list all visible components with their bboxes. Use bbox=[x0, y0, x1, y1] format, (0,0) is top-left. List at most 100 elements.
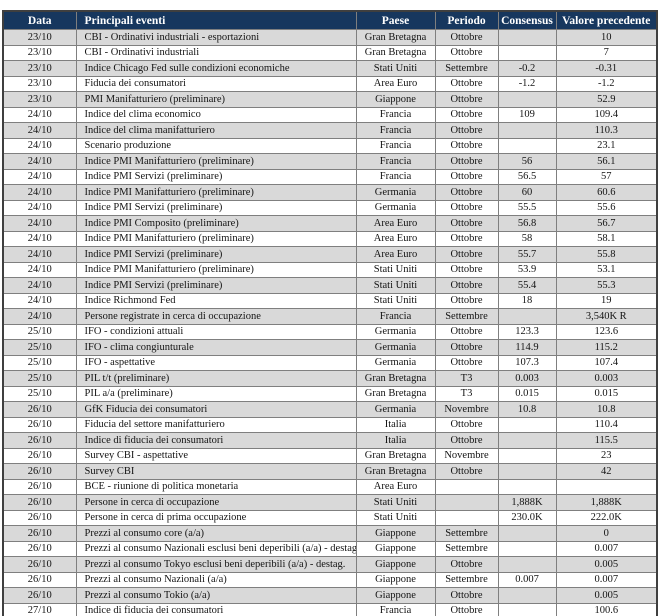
header-row: Data Principali eventi Paese Periodo Con… bbox=[2, 10, 658, 30]
event-cell: Scenario produzione bbox=[75, 137, 357, 154]
previous-value-cell: 1,888K bbox=[555, 494, 658, 511]
event-cell: Indice Chicago Fed sulle condizioni econ… bbox=[75, 60, 357, 77]
table-row: 24/10 Persone registrate in cerca di occ… bbox=[2, 308, 658, 325]
previous-value-cell: 109.4 bbox=[555, 106, 658, 123]
country-cell: Germania bbox=[355, 401, 436, 418]
period-cell: Ottobre bbox=[434, 556, 499, 573]
consensus-cell bbox=[497, 432, 557, 449]
country-cell: Germania bbox=[355, 354, 436, 371]
column-header-previous-value: Valore precedente bbox=[555, 10, 658, 30]
event-cell: Indice di fiducia dei consumatori bbox=[75, 602, 357, 616]
period-cell: Settembre bbox=[434, 540, 499, 557]
table-row: 26/10 Prezzi al consumo Tokio (a/a) Giap… bbox=[2, 587, 658, 604]
event-cell: Indice PMI Manifatturiero (preliminare) bbox=[75, 261, 357, 278]
previous-value-cell: 115.5 bbox=[555, 432, 658, 449]
table-row: 25/10 IFO - condizioni attuali Germania … bbox=[2, 323, 658, 340]
country-cell: Italia bbox=[355, 416, 436, 433]
column-header-period: Periodo bbox=[434, 10, 499, 30]
event-cell: Indice PMI Servizi (preliminare) bbox=[75, 199, 357, 216]
country-cell: Gran Bretagna bbox=[355, 29, 436, 46]
consensus-cell: 109 bbox=[497, 106, 557, 123]
country-cell: Area Euro bbox=[355, 230, 436, 247]
period-cell: Ottobre bbox=[434, 153, 499, 170]
date-cell: 24/10 bbox=[2, 122, 77, 139]
date-cell: 25/10 bbox=[2, 323, 77, 340]
consensus-cell: 1,888K bbox=[497, 494, 557, 511]
previous-value-cell: 0 bbox=[555, 525, 658, 542]
date-cell: 27/10 bbox=[2, 602, 77, 616]
previous-value-cell: 0.007 bbox=[555, 540, 658, 557]
date-cell: 26/10 bbox=[2, 509, 77, 526]
date-cell: 24/10 bbox=[2, 230, 77, 247]
previous-value-cell: 42 bbox=[555, 463, 658, 480]
date-cell: 26/10 bbox=[2, 525, 77, 542]
period-cell: Ottobre bbox=[434, 215, 499, 232]
event-cell: Persone in cerca di prima occupazione bbox=[75, 509, 357, 526]
table-row: 25/10 IFO - clima congiunturale Germania… bbox=[2, 339, 658, 356]
event-cell: Indice PMI Manifatturiero (preliminare) bbox=[75, 153, 357, 170]
country-cell: Stati Uniti bbox=[355, 509, 436, 526]
event-cell: Indice PMI Manifatturiero (preliminare) bbox=[75, 230, 357, 247]
event-cell: Prezzi al consumo Tokyo esclusi beni dep… bbox=[75, 556, 357, 573]
table-row: 24/10 Indice PMI Manifatturiero (prelimi… bbox=[2, 184, 658, 201]
consensus-cell: 58 bbox=[497, 230, 557, 247]
event-cell: Survey CBI bbox=[75, 463, 357, 480]
date-cell: 24/10 bbox=[2, 106, 77, 123]
period-cell: Ottobre bbox=[434, 106, 499, 123]
consensus-cell bbox=[497, 137, 557, 154]
table-body: 23/10 CBI - Ordinativi industriali - esp… bbox=[2, 29, 658, 616]
table-row: 25/10 PIL t/t (preliminare) Gran Bretagn… bbox=[2, 370, 658, 387]
country-cell: Francia bbox=[355, 106, 436, 123]
country-cell: Area Euro bbox=[355, 75, 436, 92]
date-cell: 24/10 bbox=[2, 153, 77, 170]
consensus-cell bbox=[497, 122, 557, 139]
period-cell: Ottobre bbox=[434, 29, 499, 46]
period-cell: Ottobre bbox=[434, 246, 499, 263]
table-row: 23/10 Fiducia dei consumatori Area Euro … bbox=[2, 75, 658, 92]
column-header-consensus: Consensus bbox=[497, 10, 557, 30]
period-cell: Ottobre bbox=[434, 277, 499, 294]
country-cell: Area Euro bbox=[355, 215, 436, 232]
event-cell: Prezzi al consumo Nazionali (a/a) bbox=[75, 571, 357, 588]
country-cell: Gran Bretagna bbox=[355, 44, 436, 61]
consensus-cell: 55.4 bbox=[497, 277, 557, 294]
previous-value-cell: 19 bbox=[555, 292, 658, 309]
previous-value-cell: 0.005 bbox=[555, 587, 658, 604]
previous-value-cell: 0.007 bbox=[555, 571, 658, 588]
date-cell: 26/10 bbox=[2, 416, 77, 433]
period-cell: T3 bbox=[434, 385, 499, 402]
period-cell: Ottobre bbox=[434, 122, 499, 139]
period-cell: Ottobre bbox=[434, 199, 499, 216]
table-row: 24/10 Scenario produzione Francia Ottobr… bbox=[2, 137, 658, 154]
date-cell: 24/10 bbox=[2, 261, 77, 278]
table-row: 26/10 Prezzi al consumo core (a/a) Giapp… bbox=[2, 525, 658, 542]
event-cell: IFO - condizioni attuali bbox=[75, 323, 357, 340]
period-cell: Ottobre bbox=[434, 91, 499, 108]
country-cell: Germania bbox=[355, 339, 436, 356]
period-cell: Ottobre bbox=[434, 432, 499, 449]
country-cell: Area Euro bbox=[355, 246, 436, 263]
country-cell: Stati Uniti bbox=[355, 494, 436, 511]
consensus-cell bbox=[497, 556, 557, 573]
consensus-cell: 114.9 bbox=[497, 339, 557, 356]
previous-value-cell: 60.6 bbox=[555, 184, 658, 201]
table-row: 23/10 CBI - Ordinativi industriali Gran … bbox=[2, 44, 658, 61]
table-row: 24/10 Indice PMI Composito (preliminare)… bbox=[2, 215, 658, 232]
table-row: 24/10 Indice PMI Servizi (preliminare) S… bbox=[2, 277, 658, 294]
event-cell: Prezzi al consumo core (a/a) bbox=[75, 525, 357, 542]
previous-value-cell: 53.1 bbox=[555, 261, 658, 278]
consensus-cell: 60 bbox=[497, 184, 557, 201]
date-cell: 26/10 bbox=[2, 478, 77, 495]
date-cell: 26/10 bbox=[2, 447, 77, 464]
date-cell: 25/10 bbox=[2, 354, 77, 371]
consensus-cell bbox=[497, 447, 557, 464]
event-cell: BCE - riunione di politica monetaria bbox=[75, 478, 357, 495]
table-row: 26/10 Prezzi al consumo Nazionali esclus… bbox=[2, 540, 658, 557]
country-cell: Francia bbox=[355, 137, 436, 154]
period-cell: Ottobre bbox=[434, 168, 499, 185]
previous-value-cell: 0.005 bbox=[555, 556, 658, 573]
period-cell: Ottobre bbox=[434, 261, 499, 278]
table-row: 23/10 PMI Manifatturiero (preliminare) G… bbox=[2, 91, 658, 108]
previous-value-cell: 7 bbox=[555, 44, 658, 61]
